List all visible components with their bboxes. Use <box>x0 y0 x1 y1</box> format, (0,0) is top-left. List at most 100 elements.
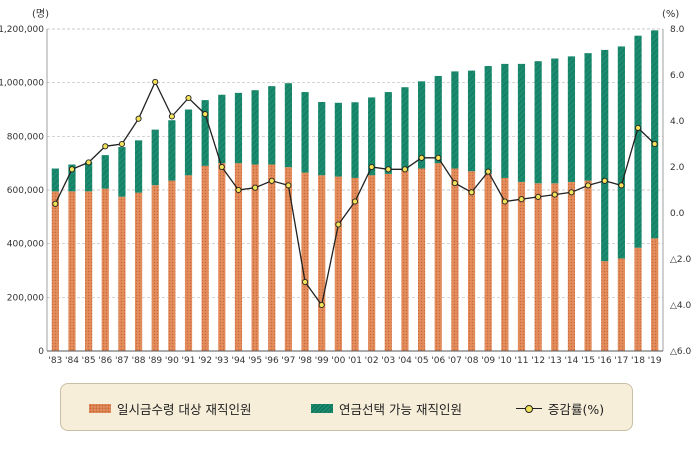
growth-point <box>634 124 642 131</box>
bar-lumpsum <box>168 180 176 351</box>
bar-lumpsum <box>134 192 143 351</box>
x-tick-label: '96 <box>265 356 279 366</box>
right-tick-label: 6.0 <box>670 71 685 81</box>
left-tick-label: 600,000 <box>7 186 44 196</box>
x-tick-label: '01 <box>348 356 362 366</box>
bar-pension <box>184 109 193 176</box>
left-tick-label: 0 <box>38 347 44 357</box>
bar-pension <box>284 83 293 168</box>
bar-lumpsum <box>118 196 126 351</box>
bar-lumpsum <box>551 183 559 351</box>
x-tick-label: '88 <box>132 356 146 366</box>
bar-lumpsum <box>384 173 392 351</box>
growth-point <box>152 78 159 85</box>
bar-pension <box>584 53 592 181</box>
x-tick-label: '07 <box>448 356 462 366</box>
growth-point <box>518 196 525 203</box>
bar-pension <box>151 129 159 186</box>
bar-pension <box>484 66 492 174</box>
legend-item-pension: 연금선택 가능 재직인원 <box>311 399 462 418</box>
bar-pension <box>501 63 509 178</box>
bar-lumpsum <box>501 177 509 351</box>
growth-point <box>52 200 59 207</box>
growth-point <box>202 111 209 118</box>
growth-point <box>235 186 242 194</box>
bar-lumpsum <box>617 258 625 351</box>
bar-pension <box>368 97 376 176</box>
x-tick-label: '95 <box>248 356 262 366</box>
growth-point <box>102 143 109 150</box>
growth-point <box>485 168 492 175</box>
bar-pension <box>301 92 309 173</box>
growth-point <box>468 189 475 196</box>
x-tick-label: '90 <box>165 356 179 366</box>
x-tick-label: '13 <box>548 356 562 366</box>
left-tick-label: 800,000 <box>7 132 44 142</box>
bar-pension <box>434 75 442 164</box>
bar-lumpsum <box>567 181 576 351</box>
left-tick-label: 400,000 <box>7 240 44 250</box>
bar-pension <box>234 92 243 164</box>
x-tick-label: '16 <box>598 356 612 366</box>
bar-lumpsum <box>51 191 59 351</box>
right-tick-label: △2.0 <box>670 255 692 265</box>
growth-point <box>651 140 658 148</box>
left-tick-label: 1,200,000 <box>0 25 44 35</box>
x-tick-label: '94 <box>231 356 245 366</box>
right-axis-unit: (%) <box>662 9 679 20</box>
growth-point <box>252 184 259 191</box>
bar-lumpsum <box>301 172 309 351</box>
legend-item-lumpsum: 일시금수령 대상 재직인원 <box>89 399 251 418</box>
bar-lumpsum <box>268 164 276 351</box>
x-tick-label: '91 <box>182 356 196 366</box>
bar-pension <box>101 155 109 189</box>
growth-point <box>218 163 225 171</box>
bar-lumpsum <box>401 170 409 351</box>
x-tick-label: '84 <box>65 356 79 366</box>
bar-pension <box>534 61 542 184</box>
x-tick-label: '19 <box>648 356 662 366</box>
bar-pension <box>268 86 276 165</box>
bar-lumpsum <box>351 177 359 351</box>
right-tick-label: 8.0 <box>670 25 685 35</box>
bar-lumpsum <box>368 175 376 351</box>
bar-pension <box>251 90 259 165</box>
growth-point <box>618 182 625 189</box>
right-tick-label: 0.0 <box>670 209 685 219</box>
growth-point <box>185 94 192 102</box>
bar-lumpsum <box>184 175 193 351</box>
growth-point <box>318 301 325 309</box>
x-tick-label: '05 <box>415 356 429 366</box>
bar-pension <box>134 140 143 193</box>
legend-label-growth: 증감률(%) <box>548 402 605 417</box>
bar-pension <box>51 168 59 192</box>
bar-pension <box>218 94 226 164</box>
bar-lumpsum <box>584 180 592 351</box>
bar-lumpsum <box>68 191 76 351</box>
bar-pension <box>334 102 342 177</box>
x-tick-label: '09 <box>481 356 495 366</box>
bar-pension <box>201 100 209 166</box>
x-tick-label: '97 <box>281 356 295 366</box>
growth-point <box>535 193 542 200</box>
legend: 일시금수령 대상 재직인원 연금선택 가능 재직인원 증감률(%) <box>60 383 633 431</box>
x-tick-label: '15 <box>581 356 595 366</box>
x-tick-label: '02 <box>365 356 379 366</box>
x-tick-label: '03 <box>381 356 395 366</box>
bar-pension <box>634 35 642 248</box>
growth-point <box>335 221 342 228</box>
bar-lumpsum <box>218 163 226 351</box>
growth-point <box>451 180 458 187</box>
bar-pension <box>601 49 609 262</box>
x-tick-label: '17 <box>614 356 628 366</box>
bar-pension <box>85 161 93 192</box>
bar-pension <box>467 70 476 172</box>
bars <box>51 30 659 351</box>
x-tick-label: '87 <box>115 356 129 366</box>
growth-point <box>302 278 309 286</box>
right-tick-label: 2.0 <box>670 163 685 173</box>
left-tick-label: 1,000,000 <box>0 79 44 89</box>
bar-lumpsum <box>601 261 609 351</box>
bar-lumpsum <box>234 163 243 351</box>
